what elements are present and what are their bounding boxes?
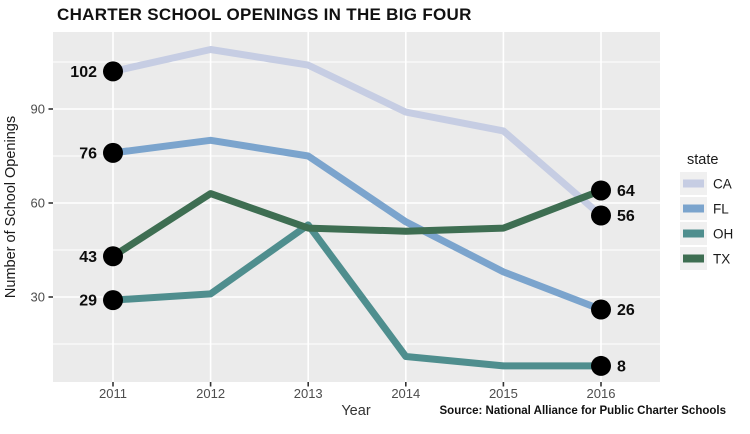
endpoint-label-CA-2011: 102 (70, 64, 97, 81)
series-line-OH (112, 221, 601, 370)
x-tick-label: 2011 (99, 386, 127, 401)
legend-item-OH: OH (680, 222, 733, 245)
legend-swatch-TX (683, 254, 704, 263)
series-line-FL (112, 136, 603, 313)
legend-item-CA: CA (680, 172, 732, 195)
endpoint-label-TX-2016: 64 (617, 183, 635, 200)
endpoint-labels: 102 56 76 26 29 8 43 64 (70, 64, 635, 376)
endpoint-label-FL-2011: 76 (79, 145, 97, 162)
endpoint-label-CA-2016: 56 (617, 208, 635, 225)
legend-label-FL: FL (713, 202, 729, 217)
endpoint-label-TX-2011: 43 (79, 249, 97, 266)
gridlines (53, 32, 660, 382)
x-tick-label: 2015 (489, 386, 518, 401)
chart-title: CHARTER SCHOOL OPENINGS IN THE BIG FOUR (57, 5, 472, 24)
x-tick-label: 2012 (196, 386, 225, 401)
endpoint-label-OH-2011: 29 (79, 293, 97, 310)
axes: 2011 2012 2013 2014 2015 2016 30 60 90 (31, 102, 616, 402)
x-tick-label: 2016 (587, 386, 616, 401)
legend-swatch-OH (683, 229, 704, 238)
source-note: Source: National Alliance for Public Cha… (439, 405, 727, 417)
legend-item-TX: TX (680, 247, 730, 270)
endpoint-dot-CA-2016 (591, 205, 611, 226)
x-axis-title: Year (341, 403, 370, 419)
endpoint-dot-FL-2016 (591, 299, 611, 320)
series-line-CA (112, 46, 604, 219)
endpoint-label-OH-2016: 8 (617, 358, 626, 375)
y-tick-label: 60 (31, 196, 45, 211)
endpoint-dot-FL-2011 (103, 142, 123, 163)
series-line-TX (111, 187, 603, 260)
y-axis-title: Number of School Openings (3, 116, 19, 298)
endpoint-dot-TX-2011 (103, 246, 123, 267)
x-tick-label: 2014 (391, 386, 420, 401)
y-tick-label: 30 (31, 290, 45, 305)
legend-label-CA: CA (713, 177, 732, 192)
endpoint-label-FL-2016: 26 (617, 302, 635, 319)
endpoint-dots (103, 61, 611, 376)
legend-swatch-CA (683, 179, 704, 188)
legend-label-OH: OH (713, 227, 733, 242)
endpoint-dot-OH-2011 (103, 290, 123, 311)
legend-item-FL: FL (680, 197, 729, 220)
legend-title: state (687, 152, 718, 168)
series-lines (111, 46, 604, 370)
x-tick-label: 2013 (294, 386, 323, 401)
endpoint-dot-OH-2016 (591, 355, 611, 376)
endpoint-dot-TX-2016 (591, 180, 611, 201)
legend-label-TX: TX (713, 252, 730, 267)
endpoint-dot-CA-2011 (103, 61, 123, 82)
legend: state CA FL OH TX (680, 152, 733, 270)
legend-swatch-FL (683, 204, 704, 213)
y-tick-label: 90 (31, 102, 45, 117)
